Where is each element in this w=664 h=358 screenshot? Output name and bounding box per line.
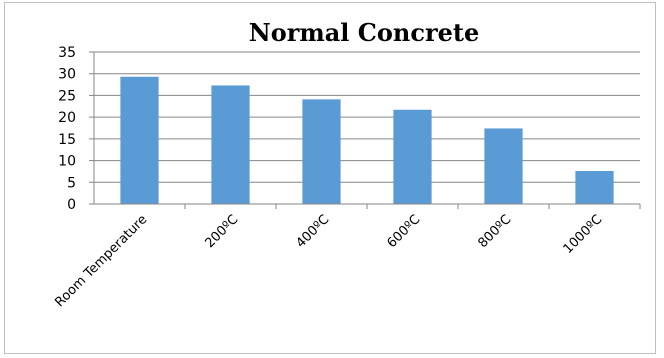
- x-tick-labels: Room Temperature 200ºC 400ºC 600ºC 800ºC 1000…: [52, 212, 605, 310]
- y-tick-label: 15: [58, 132, 76, 148]
- y-tick-label: 5: [67, 175, 76, 191]
- bar: [484, 128, 523, 204]
- chart-title: Normal Concrete: [249, 18, 479, 47]
- y-tick-label: 30: [58, 67, 76, 83]
- x-tick-label: Room Temperature: [52, 212, 150, 310]
- x-tick-label: 600ºC: [384, 212, 423, 251]
- x-tick-label: 800ºC: [475, 212, 514, 251]
- y-tick-labels: 0 5 10 15 20 25 30 35: [58, 45, 94, 213]
- bar: [211, 85, 250, 204]
- y-tick-label: 25: [58, 88, 76, 104]
- y-tick-label: 10: [58, 154, 76, 170]
- x-tick-label: 400ºC: [293, 212, 332, 251]
- gridlines: [94, 51, 640, 183]
- bar: [120, 76, 159, 204]
- bar: [575, 170, 614, 204]
- y-tick-label: 0: [67, 197, 76, 213]
- bar: [302, 99, 341, 204]
- bars: [120, 76, 614, 204]
- bar: [393, 109, 432, 204]
- x-tick-label: 200ºC: [202, 212, 241, 251]
- y-tick-label: 20: [58, 110, 76, 126]
- y-tick-label: 35: [58, 45, 76, 61]
- axes: [93, 52, 641, 209]
- x-tick-label: 1000ºC: [561, 212, 606, 257]
